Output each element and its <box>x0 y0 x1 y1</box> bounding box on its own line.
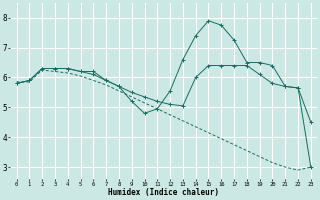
X-axis label: Humidex (Indice chaleur): Humidex (Indice chaleur) <box>108 188 219 197</box>
